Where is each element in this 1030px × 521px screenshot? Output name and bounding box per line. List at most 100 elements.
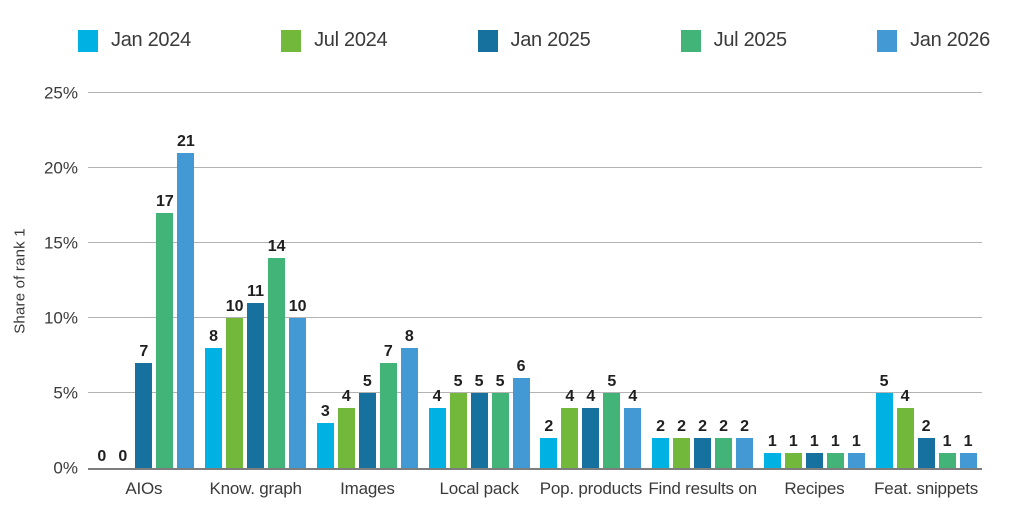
bar-slot-pop-products-jan-2024: 2 [540, 419, 558, 468]
chart-area: Share of rank 1 0% 5% 10% 15% 20% 25% 0 0 7 17 21… [12, 85, 982, 499]
legend-label: Jan 2025 [510, 29, 591, 51]
y-tick-label-15: 15% [43, 233, 78, 253]
bar-slot-local-pack-jul-2024: 5 [449, 374, 467, 468]
bar-find-results-on-jul-2025 [715, 438, 733, 468]
x-axis-label-recipes: Recipes [784, 479, 845, 498]
bar-value-label: 5 [607, 373, 617, 390]
bar-value-label: 2 [656, 418, 666, 435]
legend-label: Jul 2025 [713, 29, 788, 51]
bar-value-label: 4 [628, 388, 638, 405]
bar-slot-recipes-jan-2026: 1 [847, 433, 865, 468]
bar-slot-images-jul-2024: 4 [337, 388, 355, 468]
bar-slot-know-graph-jan-2026: 10 [289, 299, 307, 468]
bar-slot-feat-snippets-jul-2025: 1 [938, 434, 956, 468]
y-tick-label-20: 20% [43, 158, 78, 178]
bar-slot-find-results-on-jan-2026: 2 [736, 418, 754, 468]
bar-value-label: 5 [495, 373, 505, 390]
bar-pop-products-jan-2024 [540, 438, 558, 468]
bar-know-graph-jan-2025 [247, 303, 265, 468]
bar-value-label: 1 [830, 433, 840, 450]
x-axis-label-local-pack: Local pack [439, 479, 519, 498]
bar-feat-snippets-jul-2025 [938, 453, 956, 468]
legend-swatch-jul-2024 [281, 29, 302, 52]
bar-value-label: 0 [118, 448, 128, 465]
gridline-10 [88, 317, 982, 318]
bar-images-jul-2025 [379, 363, 397, 468]
bar-slot-local-pack-jul-2025: 5 [491, 373, 509, 468]
bar-feat-snippets-jan-2024 [875, 393, 893, 468]
bar-know-graph-jul-2025 [268, 258, 286, 468]
bar-feat-snippets-jul-2024 [896, 408, 914, 468]
bar-value-label: 4 [565, 388, 575, 405]
bar-images-jan-2024 [316, 423, 334, 468]
legend-label: Jan 2024 [111, 29, 191, 51]
bar-value-label: 10 [225, 298, 244, 315]
bar-feat-snippets-jan-2026 [959, 453, 977, 468]
legend-swatch-jan-2026 [877, 29, 898, 52]
bar-slot-local-pack-jan-2026: 6 [512, 359, 530, 468]
y-tick-label-5: 5% [53, 383, 78, 403]
plot-area: Share of rank 1 0% 5% 10% 15% 20% 25% 0 0 7 17 21… [12, 85, 982, 477]
bar-slot-feat-snippets-jan-2025: 2 [917, 419, 935, 468]
bar-slot-recipes-jan-2025: 1 [805, 433, 823, 468]
bar-slot-pop-products-jan-2025: 4 [582, 388, 600, 468]
legend: Jan 2024 Jul 2024 Jan 2025 Jul 2025 Jan 2026 [78, 29, 990, 52]
y-tick-label-0: 0% [53, 458, 78, 478]
bar-images-jan-2025 [358, 393, 376, 468]
bar-slot-aios-jan-2024: 0 [93, 449, 110, 468]
bar-value-label: 11 [247, 283, 265, 300]
bar-value-label: 2 [740, 418, 750, 435]
bar-value-label: 1 [767, 433, 777, 450]
legend-item-jan-2026: Jan 2026 [877, 29, 990, 52]
bar-feat-snippets-jan-2025 [917, 438, 935, 468]
bar-slot-aios-jan-2026: 21 [177, 134, 195, 468]
x-axis-label-find-results-on: Find results on [648, 479, 757, 498]
bar-slot-feat-snippets-jan-2024: 5 [875, 374, 893, 468]
bar-slot-images-jul-2025: 7 [379, 344, 397, 468]
bar-value-label: 1 [788, 433, 798, 450]
bar-value-label: 8 [209, 328, 219, 345]
bar-recipes-jan-2025 [805, 453, 823, 468]
bar-know-graph-jan-2026 [289, 318, 307, 468]
bar-value-label: 1 [851, 433, 861, 450]
legend-swatch-jan-2024 [78, 29, 98, 52]
x-axis-label-images: Images [340, 479, 395, 498]
bar-value-label: 4 [341, 388, 351, 405]
y-axis-ticks: 0% 5% 10% 15% 20% 25% [16, 85, 78, 477]
bar-slot-know-graph-jul-2025: 14 [267, 238, 286, 468]
legend-swatch-jul-2025 [680, 29, 701, 52]
bar-find-results-on-jan-2026 [736, 438, 754, 468]
bar-slot-recipes-jul-2024: 1 [784, 433, 802, 468]
bar-aios-jan-2026 [177, 153, 195, 468]
bar-slot-know-graph-jul-2024: 10 [225, 298, 244, 468]
bar-value-label: 4 [586, 388, 596, 405]
x-axis-labels: AIOs Know. graph Images Local pack Pop. prod… [88, 470, 982, 499]
bar-value-label: 14 [267, 238, 286, 255]
legend-label: Jul 2024 [314, 29, 388, 51]
gridline-15 [88, 242, 982, 243]
bar-local-pack-jul-2024 [449, 393, 467, 468]
bar-value-label: 5 [474, 373, 484, 390]
x-axis-label-know-graph: Know. graph [209, 479, 302, 498]
legend-item-jan-2025: Jan 2025 [477, 29, 591, 52]
bar-slot-know-graph-jan-2025: 11 [247, 283, 265, 468]
x-axis-label-aios: AIOs [125, 479, 163, 498]
legend-swatch-jan-2025 [477, 29, 498, 52]
bar-slot-local-pack-jan-2024: 4 [428, 389, 446, 468]
bar-recipes-jan-2024 [763, 453, 781, 468]
bar-value-label: 3 [320, 403, 330, 420]
bar-know-graph-jan-2024 [205, 348, 223, 468]
bar-value-label: 17 [155, 193, 174, 210]
bar-slot-pop-products-jul-2024: 4 [561, 388, 579, 468]
bar-value-label: 1 [809, 433, 819, 450]
bar-find-results-on-jan-2024 [652, 438, 670, 468]
bar-slot-find-results-on-jul-2024: 2 [673, 419, 691, 468]
legend-item-jan-2024: Jan 2024 [78, 29, 191, 52]
bar-pop-products-jan-2026 [624, 408, 642, 468]
bar-slot-aios-jul-2024: 0 [114, 449, 131, 468]
